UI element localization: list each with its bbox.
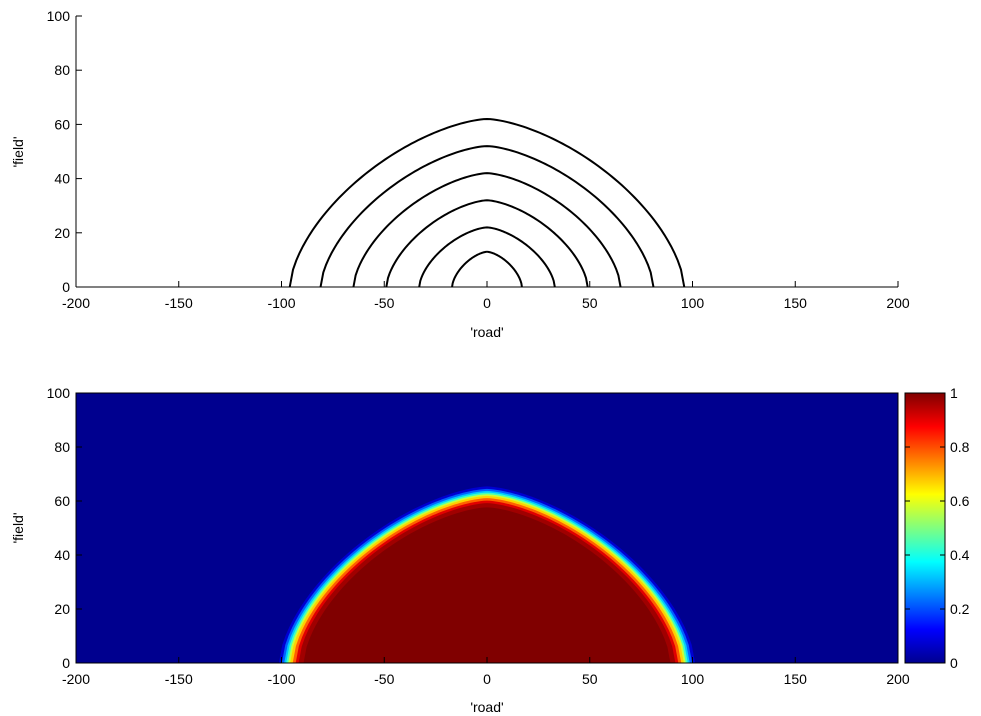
heatmap-x-tick-label: -50 xyxy=(374,671,394,687)
contour-y-tick-label: 40 xyxy=(54,171,70,187)
colorbar-tick-label: 0.6 xyxy=(950,493,970,509)
contour-x-tick-label: 100 xyxy=(681,295,705,311)
colorbar-gradient xyxy=(904,392,946,664)
contour-x-axis-label: 'road' xyxy=(470,324,503,340)
heatmap-y-tick-label: 0 xyxy=(62,655,70,671)
contour-line xyxy=(319,145,655,287)
contour-line xyxy=(385,199,589,287)
colorbar-tick-label: 0.4 xyxy=(950,547,970,563)
heatmap-x-axis-label: 'road' xyxy=(470,699,503,715)
heatmap-y-tick-label: 40 xyxy=(54,547,70,563)
contour-x-tick-label: 0 xyxy=(483,295,491,311)
colorbar-tick-label: 1 xyxy=(950,385,958,401)
heatmap-x-tick-label: 150 xyxy=(784,671,808,687)
contour-axes: -200 -150 -100 -50 0 50 100 150 200 0 20 40 60 80 100 xyxy=(47,8,910,311)
colorbar-ticks: 0 0.2 0.4 0.6 0.8 1 xyxy=(905,385,970,671)
heatmap-level-region xyxy=(303,507,671,663)
heatmap-x-tick-label: -150 xyxy=(165,671,193,687)
contour-x-tick-label: -150 xyxy=(165,295,193,311)
heatmap-axes: -200 -150 -100 -50 0 50 100 150 200 0 20 40 60 80 100 xyxy=(47,385,910,687)
contour-line xyxy=(352,172,622,287)
heatmap-x-tick-label: 100 xyxy=(681,671,705,687)
heatmap-y-axis-label: 'field' xyxy=(10,512,26,543)
colorbar-tick-label: 0.8 xyxy=(950,439,970,455)
colorbar: 0 0.2 0.4 0.6 0.8 1 xyxy=(904,385,970,671)
contour-y-tick-label: 0 xyxy=(62,279,70,295)
contour-x-tick-label: 50 xyxy=(582,295,598,311)
contour-y-tick-label: 100 xyxy=(47,8,71,24)
heatmap-image xyxy=(76,393,898,663)
contour-y-tick-label: 20 xyxy=(54,225,70,241)
contour-y-tick-label: 60 xyxy=(54,116,70,132)
heatmap-y-tick-label: 80 xyxy=(54,439,70,455)
heatmap-x-tick-label: -200 xyxy=(62,671,90,687)
heatmap-x-tick-label: 200 xyxy=(886,671,910,687)
heatmap-x-tick-label: 0 xyxy=(483,671,491,687)
colorbar-tick-label: 0 xyxy=(950,655,958,671)
heatmap-x-tick-label: 50 xyxy=(582,671,598,687)
contour-y-tick-label: 80 xyxy=(54,62,70,78)
contour-line xyxy=(451,250,523,287)
contour-line xyxy=(288,117,686,287)
contour-x-tick-label: -50 xyxy=(374,295,394,311)
contour-x-tick-label: 150 xyxy=(784,295,808,311)
contour-line xyxy=(418,226,556,287)
contour-plot: -200 -150 -100 -50 0 50 100 150 200020406080100 … xyxy=(10,8,910,340)
contour-x-tick-label: -200 xyxy=(62,295,90,311)
contour-x-tick-label: -100 xyxy=(267,295,295,311)
contour-lines xyxy=(288,117,686,287)
contour-y-axis-label: 'field' xyxy=(10,136,26,167)
heatmap-y-tick-label: 60 xyxy=(54,493,70,509)
colorbar-tick-label: 0.2 xyxy=(950,601,970,617)
heatmap-y-tick-label: 100 xyxy=(47,385,71,401)
heatmap-x-tick-label: -100 xyxy=(267,671,295,687)
heatmap-y-tick-label: 20 xyxy=(54,601,70,617)
heatmap-plot: -200 -150 -100 -50 0 50 100 150 200020406080100 … xyxy=(10,385,910,715)
contour-x-tick-label: 200 xyxy=(886,295,910,311)
